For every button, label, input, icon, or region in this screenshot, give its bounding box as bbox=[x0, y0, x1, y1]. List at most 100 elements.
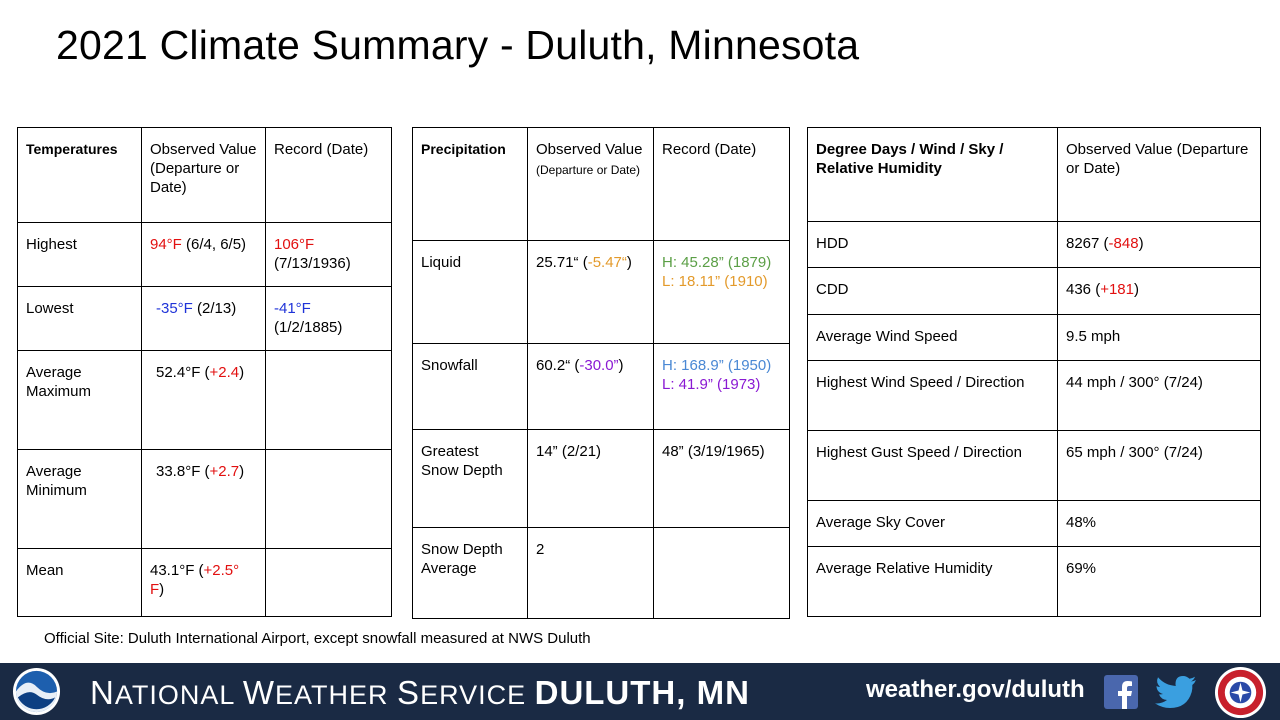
avg-wind-value: 9.5 mph bbox=[1057, 314, 1261, 361]
snow-depth-avg-label: Snow Depth Average bbox=[412, 527, 528, 619]
snow-depth-avg-record bbox=[653, 527, 790, 619]
high-wind-label: Highest Wind Speed / Direction bbox=[807, 360, 1058, 431]
table-row: Greatest Snow Depth 14” (2/21) 48” (3/19… bbox=[412, 429, 790, 528]
organization-name: NATIONAL WEATHER SERVICE DULUTH, MN bbox=[90, 674, 750, 712]
org-word-national: ATIONAL bbox=[114, 680, 243, 710]
hdd-departure: -848 bbox=[1108, 235, 1139, 252]
table-row: Highest Gust Speed / Direction 65 mph / … bbox=[807, 430, 1261, 501]
liquid-record-high: H: 45.28” (1879) bbox=[662, 254, 772, 271]
observed-header: Observed Value (Departure or Date) bbox=[1057, 127, 1261, 222]
table-row: Temperatures Observed Value (Departure o… bbox=[17, 127, 392, 223]
hdd-label: HDD bbox=[807, 221, 1058, 268]
table-row: Average Maximum 52.4°F (+2.4) bbox=[17, 350, 392, 450]
org-word-service: ERVICE bbox=[420, 680, 535, 710]
nws-logo-icon bbox=[1214, 666, 1267, 719]
table-row: Average Sky Cover 48% bbox=[807, 500, 1261, 547]
snowfall-value: 60.2“ ( bbox=[536, 357, 580, 374]
hdd-value: 8267 ( bbox=[1066, 235, 1109, 252]
avg-max-close: ) bbox=[239, 364, 245, 381]
highest-record-date: (7/13/1936) bbox=[274, 255, 351, 272]
degree-days-header: Degree Days / Wind / Sky / Relative Humi… bbox=[816, 141, 1004, 177]
record-header: Record (Date) bbox=[653, 127, 790, 241]
avg-max-departure: +2.4 bbox=[209, 364, 240, 381]
mean-label: Mean bbox=[17, 548, 142, 617]
degree-days-table: Degree Days / Wind / Sky / Relative Humi… bbox=[807, 127, 1261, 617]
avg-max-label: Average Maximum bbox=[17, 350, 142, 450]
org-initial-n: N bbox=[90, 674, 115, 711]
record-header: Record (Date) bbox=[265, 127, 392, 223]
observed-header: Observed Value bbox=[536, 141, 643, 158]
org-city: DULUTH, MN bbox=[534, 674, 750, 711]
table-row: Average Relative Humidity 69% bbox=[807, 546, 1261, 617]
table-row: Snowfall 60.2“ (-30.0”) H: 168.9” (1950)… bbox=[412, 343, 790, 430]
avg-min-close: ) bbox=[239, 463, 245, 480]
table-row: Snow Depth Average 2 bbox=[412, 527, 790, 619]
table-row: Lowest -35°F (2/13) -41°F (1/2/1885) bbox=[17, 286, 392, 351]
liquid-label: Liquid bbox=[412, 240, 528, 344]
noaa-logo-icon bbox=[12, 667, 61, 716]
snow-depth-avg-value: 2 bbox=[527, 527, 654, 619]
mean-departure: +2.5° F bbox=[150, 562, 240, 598]
snowfall-record-low: L: 41.9” (1973) bbox=[662, 376, 761, 393]
lowest-value: -35°F bbox=[156, 300, 193, 317]
snow-depth-value: 14” (2/21) bbox=[527, 429, 654, 528]
table-row: Degree Days / Wind / Sky / Relative Humi… bbox=[807, 127, 1261, 222]
table-row: Liquid 25.71“ (-5.47“) H: 45.28” (1879) L… bbox=[412, 240, 790, 344]
table-row: Precipitation Observed Value (Departure … bbox=[412, 127, 790, 241]
table-row: CDD 436 (+181) bbox=[807, 267, 1261, 315]
lowest-label: Lowest bbox=[17, 286, 142, 351]
observed-header: Observed Value (Departure or Date) bbox=[141, 127, 266, 223]
mean-value: 43.1°F ( bbox=[150, 562, 204, 579]
lowest-date: (2/13) bbox=[192, 300, 237, 317]
precipitation-table: Precipitation Observed Value (Departure … bbox=[412, 127, 790, 619]
hdd-close: ) bbox=[1138, 235, 1144, 252]
twitter-icon[interactable] bbox=[1154, 675, 1198, 709]
liquid-value: 25.71“ ( bbox=[536, 254, 588, 271]
precipitation-header: Precipitation bbox=[421, 141, 506, 157]
facebook-icon[interactable] bbox=[1104, 675, 1138, 709]
highest-date: (6/4, 6/5) bbox=[181, 236, 247, 253]
snowfall-label: Snowfall bbox=[412, 343, 528, 430]
cdd-departure: +181 bbox=[1100, 281, 1134, 298]
avg-max-value: 52.4°F ( bbox=[156, 364, 210, 381]
avg-min-departure: +2.7 bbox=[209, 463, 240, 480]
org-initial-s: S bbox=[397, 674, 421, 711]
snow-depth-record: 48” (3/19/1965) bbox=[653, 429, 790, 528]
cdd-label: CDD bbox=[807, 267, 1058, 315]
lowest-record-date: (1/2/1885) bbox=[274, 319, 343, 336]
highest-label: Highest bbox=[17, 222, 142, 287]
avg-min-value: 33.8°F ( bbox=[156, 463, 210, 480]
table-row: Average Minimum 33.8°F (+2.7) bbox=[17, 449, 392, 549]
snowfall-record-high: H: 168.9” (1950) bbox=[662, 357, 772, 374]
mean-close: ) bbox=[159, 581, 165, 598]
high-gust-value: 65 mph / 300° (7/24) bbox=[1057, 430, 1261, 501]
highest-value: 94°F bbox=[150, 236, 182, 253]
org-initial-w: W bbox=[242, 674, 276, 711]
highest-record: 106°F bbox=[274, 236, 315, 253]
cdd-close: ) bbox=[1134, 281, 1139, 298]
official-site-note: Official Site: Duluth International Airp… bbox=[44, 630, 591, 647]
table-row: Highest 94°F (6/4, 6/5) 106°F (7/13/1936… bbox=[17, 222, 392, 287]
sky-cover-label: Average Sky Cover bbox=[807, 500, 1058, 547]
table-row: Average Wind Speed 9.5 mph bbox=[807, 314, 1261, 361]
avg-min-label: Average Minimum bbox=[17, 449, 142, 549]
liquid-record-low: L: 18.11” (1910) bbox=[662, 273, 768, 290]
high-gust-label: Highest Gust Speed / Direction bbox=[807, 430, 1058, 501]
liquid-departure: -5.47“ bbox=[587, 254, 627, 271]
snowfall-close: ) bbox=[618, 357, 624, 374]
temperatures-table: Temperatures Observed Value (Departure o… bbox=[17, 127, 392, 617]
website-link[interactable]: weather.gov/duluth bbox=[866, 676, 1085, 703]
rel-humidity-label: Average Relative Humidity bbox=[807, 546, 1058, 617]
avg-wind-label: Average Wind Speed bbox=[807, 314, 1058, 361]
org-word-weather: EATHER bbox=[275, 680, 398, 710]
cdd-value: 436 ( bbox=[1066, 281, 1101, 298]
sky-cover-value: 48% bbox=[1057, 500, 1261, 547]
snow-depth-label: Greatest Snow Depth bbox=[412, 429, 528, 528]
rel-humidity-value: 69% bbox=[1057, 546, 1261, 617]
table-row: Mean 43.1°F (+2.5° F) bbox=[17, 548, 392, 617]
lowest-record: -41°F bbox=[274, 300, 311, 317]
footer-banner: NATIONAL WEATHER SERVICE DULUTH, MN weat… bbox=[0, 663, 1280, 720]
page-title: 2021 Climate Summary - Duluth, Minnesota bbox=[56, 22, 860, 68]
high-wind-value: 44 mph / 300° (7/24) bbox=[1057, 360, 1261, 431]
observed-subheader: (Departure or Date) bbox=[536, 163, 641, 177]
